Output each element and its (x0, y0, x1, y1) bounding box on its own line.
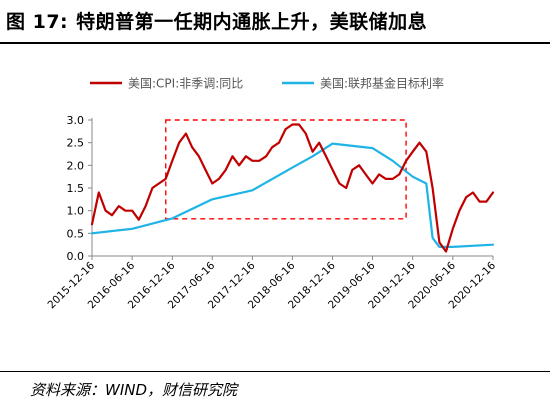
y-tick-label: 1.0 (67, 205, 85, 218)
legend-label-cpi: 美国:CPI:非季调:同比 (128, 77, 243, 91)
highlight-dashed-box (165, 119, 407, 220)
figure-title: 图 17: 特朗普第一任期内通胀上升，美联储加息 (6, 7, 427, 34)
series-cpi-line (90, 123, 495, 253)
series-fed-funds-line (90, 142, 495, 248)
y-tick-label: 2.5 (67, 137, 85, 150)
header-rule (0, 42, 550, 44)
y-tick-label: 1.5 (67, 182, 85, 195)
figure-title-text: 特朗普第一任期内通胀上升，美联储加息 (76, 11, 428, 33)
chart-annotations (165, 119, 407, 220)
chart-series (90, 123, 495, 253)
source-note: 资料来源：WIND，财信研究院 (30, 381, 238, 399)
figure-label: 图 17: (6, 11, 69, 33)
figure-header: 图 17: 特朗普第一任期内通胀上升，美联储加息 (0, 0, 550, 40)
y-tick-label: 0.0 (67, 250, 85, 263)
y-tick-label: 0.5 (67, 227, 85, 240)
chart-legend: 美国:CPI:非季调:同比 美国:联邦基金目标利率 (90, 76, 444, 91)
footer-rule (0, 371, 550, 372)
y-tick-label: 2.0 (67, 159, 85, 172)
y-tick-label: 3.0 (67, 114, 85, 127)
line-chart: 美国:CPI:非季调:同比 美国:联邦基金目标利率 0.0 0.5 1.0 1.5 2.0… (45, 76, 498, 312)
legend-label-fed-funds: 美国:联邦基金目标利率 (320, 76, 444, 91)
